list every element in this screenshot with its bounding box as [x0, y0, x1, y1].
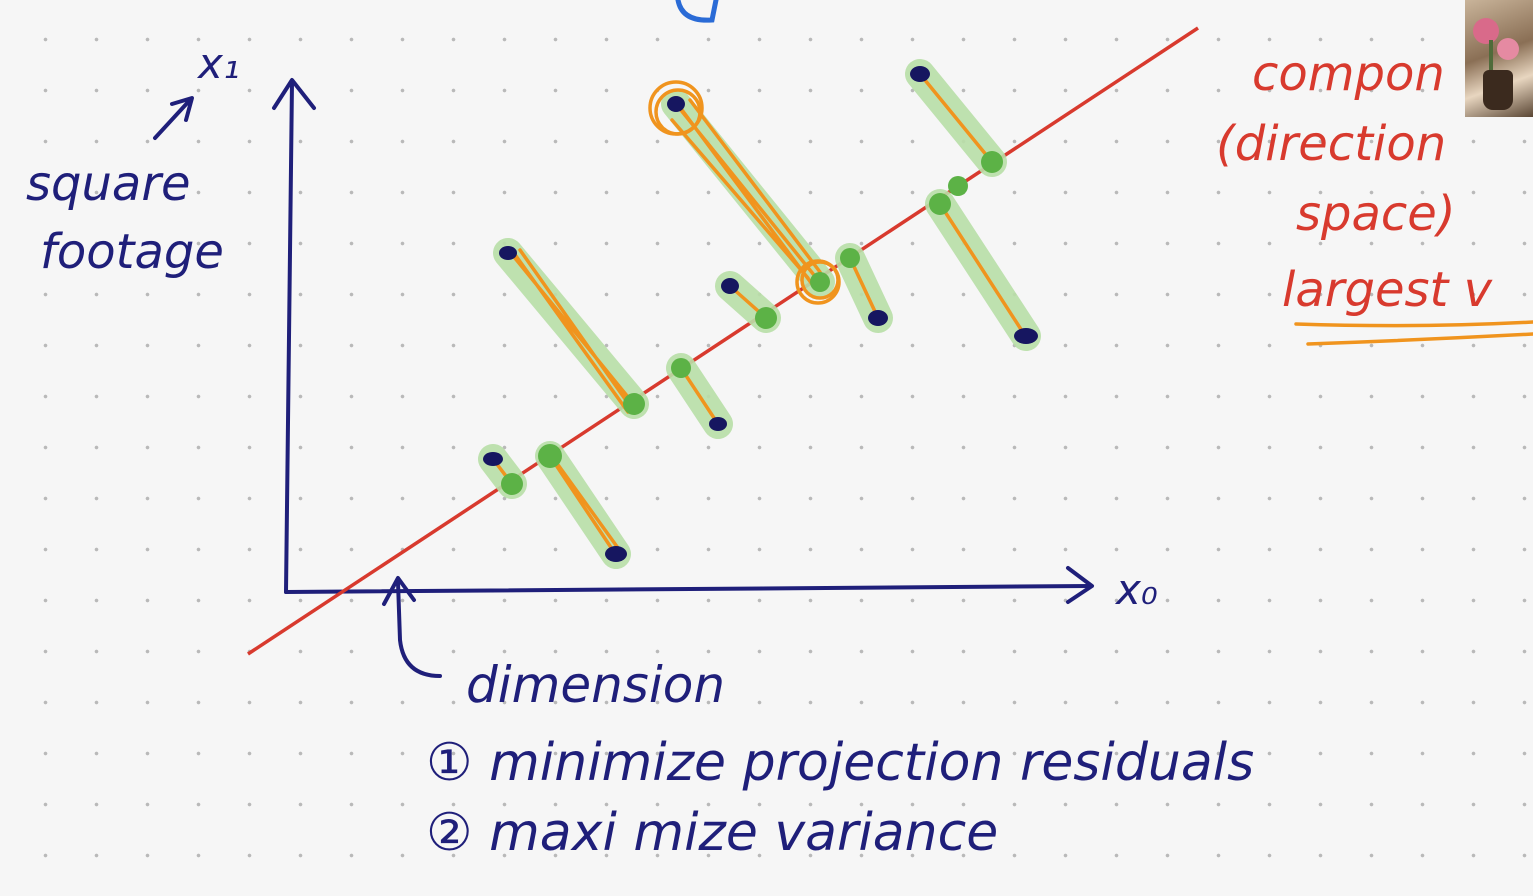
data-point	[483, 452, 503, 466]
projection-point	[671, 358, 691, 378]
x-axis-arrowhead	[1066, 566, 1094, 604]
projection-point	[538, 444, 562, 468]
dimension-arrow	[382, 576, 442, 678]
webcam-thumbnail	[1465, 0, 1533, 117]
x1-label: x₁	[196, 39, 240, 88]
red-labels: compon (direction space) largest v	[1216, 46, 1493, 318]
projection-point	[929, 193, 951, 215]
residual	[918, 72, 994, 164]
minimize-residuals-text: ① minimize projection residuals	[426, 733, 1254, 793]
projection-point	[623, 393, 645, 415]
x-axis	[284, 584, 1092, 594]
data-point	[667, 96, 685, 112]
residual	[679, 366, 720, 426]
right-line-1: compon	[1252, 46, 1445, 102]
projection-point	[840, 248, 860, 268]
data-point	[910, 66, 930, 82]
x0-label: x₀	[1114, 565, 1158, 614]
axes	[153, 78, 1094, 678]
data-point	[868, 310, 888, 326]
y-axis	[284, 80, 294, 594]
residual	[670, 98, 822, 286]
square-label: square	[26, 156, 191, 212]
data-point	[709, 417, 727, 431]
partial-blue-stroke	[675, 0, 719, 23]
navy-labels: x₁ x₀ square footage dimension ① minimiz…	[26, 39, 1254, 863]
maximize-variance-text: ② maxi mize variance	[426, 803, 998, 863]
principal-component-line	[247, 26, 1199, 656]
flower-icon	[1473, 18, 1499, 44]
footage-label: footage	[40, 224, 224, 280]
annotation-arrow-x1	[153, 96, 194, 140]
right-line-3: space)	[1296, 186, 1456, 242]
residual	[938, 202, 1026, 336]
data-point	[1014, 328, 1038, 344]
data-point	[605, 546, 627, 562]
highlight-circle	[654, 88, 702, 136]
projection-point	[981, 151, 1003, 173]
residual	[548, 454, 620, 554]
data-point	[499, 246, 517, 260]
dimension-label: dimension	[466, 656, 725, 714]
projection-point	[810, 272, 830, 292]
residual	[848, 256, 880, 320]
stem	[1489, 40, 1493, 74]
right-line-2: (direction	[1216, 116, 1446, 172]
data-points	[483, 66, 1038, 562]
highlight-circle	[795, 259, 841, 305]
residual	[508, 248, 634, 414]
data-point	[721, 278, 739, 294]
projection-point	[755, 307, 777, 329]
orange-underline	[1294, 320, 1533, 346]
y-axis-arrowhead	[272, 78, 316, 110]
vase-icon	[1483, 70, 1513, 110]
right-line-4: largest v	[1282, 262, 1493, 318]
projection-point	[948, 176, 968, 196]
projection-point	[501, 473, 523, 495]
flower-icon	[1497, 38, 1519, 60]
projection-points	[501, 151, 1003, 495]
